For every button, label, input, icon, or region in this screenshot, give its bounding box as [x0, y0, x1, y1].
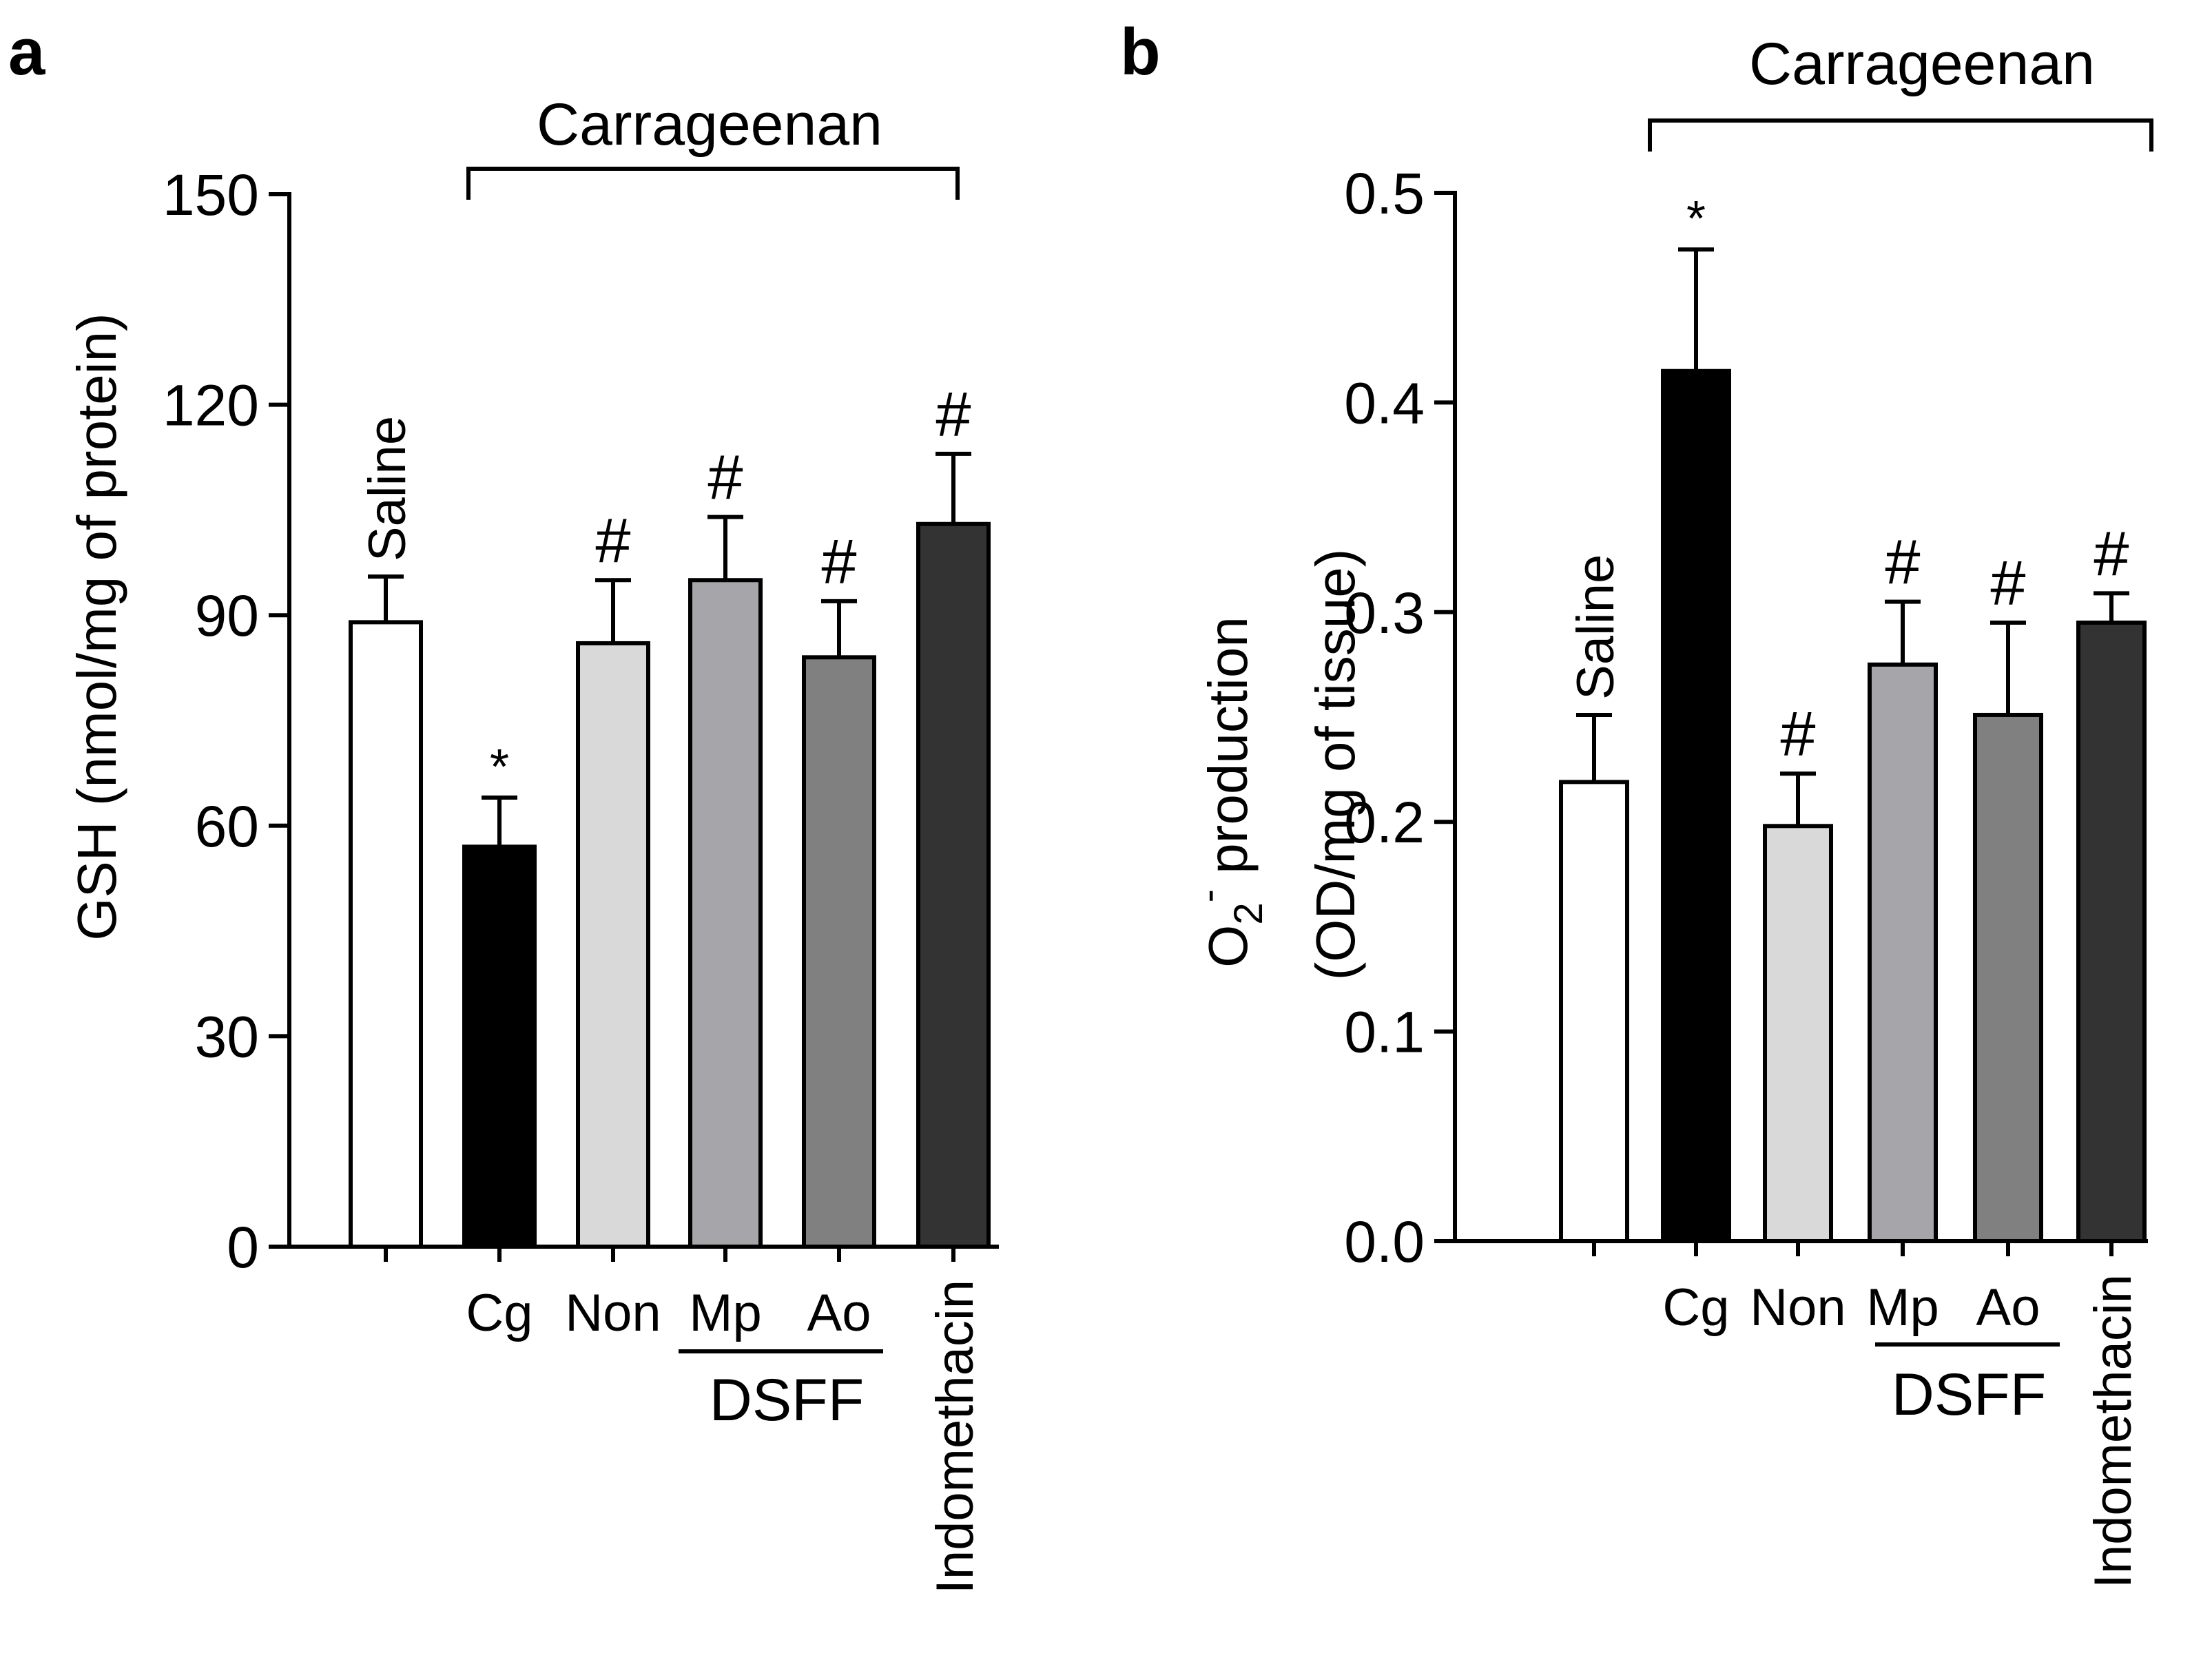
bar-non	[1763, 824, 1833, 1243]
y-tick-label-0.5: 0.5	[1344, 161, 1425, 226]
panel-a-y-axis-title: GSH (nmol/mg of protein)	[66, 313, 127, 940]
panel-b-category-labels: Saline Cg Non Mp Ao Indomethacin	[1567, 554, 2142, 1589]
y-tick-label-90: 90	[195, 583, 259, 648]
category-label-indomethacin: Indomethacin	[2084, 1274, 2142, 1588]
category-label-mp: Mp	[689, 1284, 762, 1342]
panel-b-bars	[1559, 368, 2147, 1244]
y-tick-label-30: 30	[195, 1004, 259, 1069]
y-tick-label-60: 60	[195, 794, 259, 859]
panel-a-letter: a	[8, 15, 45, 89]
y-tick-label-0.2: 0.2	[1344, 790, 1425, 855]
bar-saline	[1559, 780, 1629, 1243]
bar-non	[576, 641, 650, 1249]
y-tick-label-120: 120	[163, 373, 259, 438]
bar-mp	[688, 578, 763, 1249]
panel-a-error-bars	[368, 451, 971, 847]
significance-mark-ao: #	[821, 527, 856, 597]
significance-mark-non: #	[1780, 699, 1815, 769]
bar-indomethacin	[916, 521, 991, 1249]
panel-a-bars	[349, 521, 991, 1249]
panel-a-significance-marks: * # # # #	[490, 380, 971, 795]
panel-a-axes	[287, 192, 999, 1262]
subscript-2: 2	[1226, 902, 1271, 924]
superscript-minus: -	[1186, 889, 1231, 902]
significance-mark-mp: #	[1885, 528, 1920, 598]
panel-b-subgroup-label: DSFF	[1892, 1362, 2047, 1428]
category-label-saline: Saline	[1567, 554, 1625, 700]
panel-b-group-label: Carrageenan	[1749, 31, 2095, 97]
panel-a-subgroup-label: DSFF	[710, 1367, 865, 1433]
panel-b-significance-marks: * # # # #	[1686, 191, 2129, 769]
panel-b-y-axis-title-line2: (OD/mg of tissue)	[1305, 549, 1366, 981]
panel-a-y-ticks: 0 30 60 90 120 150	[163, 163, 289, 1280]
category-label-cg: Cg	[466, 1284, 533, 1342]
y-tick-label-0.3: 0.3	[1344, 581, 1425, 645]
panel-b-letter: b	[1120, 15, 1161, 89]
bar-ao	[1973, 712, 2043, 1244]
panel-b-error-bars	[1576, 247, 2129, 827]
category-label-ao: Ao	[1976, 1278, 2040, 1337]
panel-b-axes	[1453, 191, 2148, 1256]
bar-cg	[1661, 368, 1731, 1243]
bar-mp	[1868, 662, 1938, 1243]
significance-mark-cg: *	[490, 740, 509, 795]
significance-mark-mp: #	[707, 443, 743, 513]
category-label-non: Non	[565, 1284, 661, 1342]
y-tick-label-0.4: 0.4	[1344, 371, 1425, 435]
significance-mark-non: #	[595, 506, 630, 576]
category-label-ao: Ao	[807, 1284, 871, 1342]
significance-mark-indomethacin: #	[936, 380, 971, 450]
y-tick-label-0.0: 0.0	[1344, 1209, 1425, 1274]
category-label-non: Non	[1750, 1278, 1846, 1337]
bar-ao	[802, 655, 876, 1249]
category-label-saline: Saline	[358, 416, 417, 561]
bar-cg	[462, 844, 537, 1249]
category-label-mp: Mp	[1866, 1278, 1939, 1337]
category-label-indomethacin: Indomethacin	[926, 1280, 984, 1594]
bar-indomethacin	[2076, 621, 2147, 1243]
panel-b-chart: b O2- production (OD/mg of tissue) * # # # #…	[1120, 15, 2153, 1589]
panel-b-y-ticks: 0.0 0.1 0.2 0.3 0.4 0.5	[1344, 161, 1455, 1274]
significance-mark-ao: #	[1990, 548, 2025, 619]
panel-a-group-label: Carrageenan	[537, 92, 882, 158]
panel-a-chart: a GSH (nmol/mg of protein) * # # # # 0 30 60 90…	[8, 15, 999, 1594]
panel-b-y-axis-title-line1: O2- production	[1186, 616, 1271, 968]
y-tick-label-0.1: 0.1	[1344, 1000, 1425, 1065]
significance-mark-indomethacin: #	[2094, 519, 2129, 589]
panel-a-category-labels: Saline Cg Non Mp Ao Indomethacin	[358, 416, 984, 1594]
significance-mark-cg: *	[1686, 191, 1706, 247]
y-tick-label-150: 150	[163, 163, 259, 227]
carrageenan-bracket	[466, 167, 960, 200]
panel-a-group-brackets: Carrageenan DSFF	[466, 92, 960, 1433]
panel-b-group-brackets: Carrageenan DSFF	[1648, 31, 2153, 1428]
category-label-cg: Cg	[1662, 1278, 1729, 1337]
bar-saline	[349, 620, 423, 1249]
carrageenan-bracket	[1648, 118, 2153, 152]
y-tick-label-0: 0	[227, 1215, 259, 1280]
